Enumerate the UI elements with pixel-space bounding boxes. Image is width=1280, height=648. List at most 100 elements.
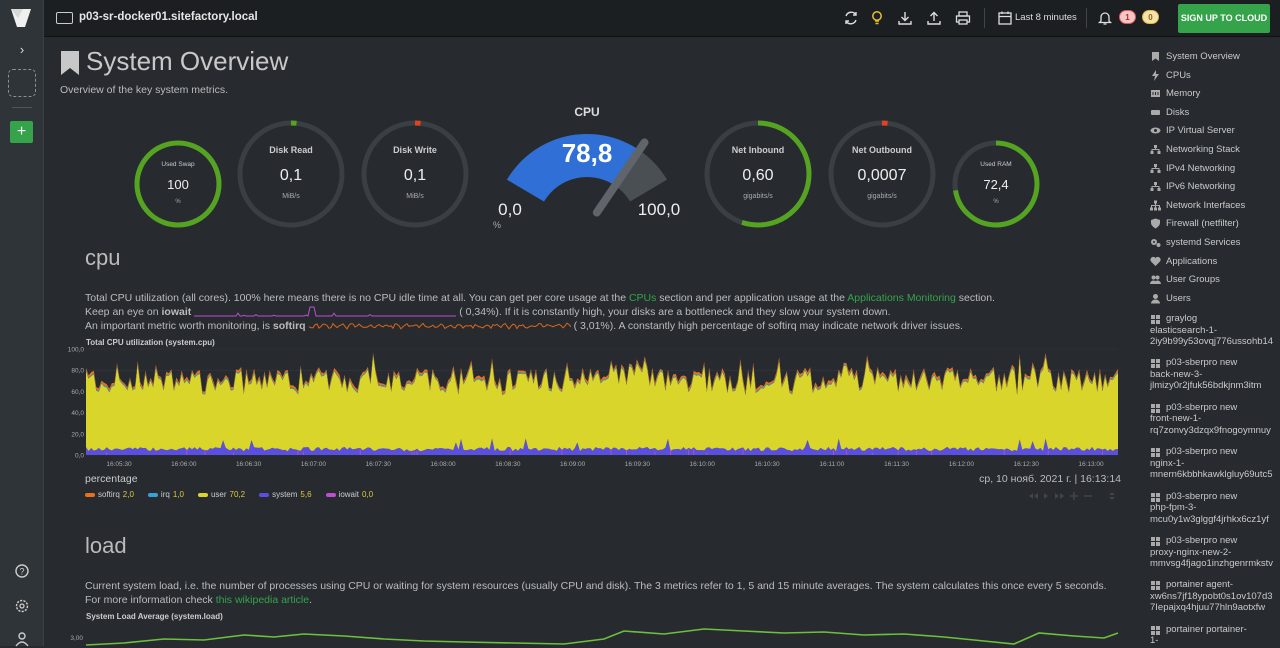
iowait-sparkline[interactable] — [194, 306, 457, 318]
hostname[interactable]: p03-sr-docker01.sitefactory.local — [79, 11, 258, 23]
nav-item-label: Memory — [1166, 88, 1201, 100]
nav-item-system-overview[interactable]: System Overview — [1150, 51, 1280, 63]
cpu-utilization-chart[interactable]: 100,0 80,0 60,0 40,0 20,0 0,0 16:05:30 16:06:00… — [44, 343, 1142, 471]
nav-item-disks[interactable]: Disks — [1150, 107, 1280, 119]
settings-gear-icon[interactable] — [13, 597, 31, 615]
nav-item-ip-virtual-server[interactable]: IP Virtual Server — [1150, 125, 1280, 137]
gauge-label: CPU — [574, 107, 599, 119]
grid-icon — [1151, 581, 1160, 591]
nav-item-firewall-netfilter[interactable]: Firewall (netfilter) — [1150, 218, 1280, 230]
nav-item-user-groups[interactable]: User Groups — [1150, 274, 1280, 286]
nav-item-ipv4-networking[interactable]: IPv4 Networking — [1150, 163, 1280, 175]
warning-alerts-badge[interactable]: 0 — [1142, 10, 1159, 24]
nav-item-container[interactable]: portainer agent-xw6ns7jf18ypobt0s1ov107d… — [1150, 579, 1273, 614]
nav-item-label: elasticsearch-1- — [1150, 324, 1218, 336]
critical-alerts-badge[interactable]: 1 — [1119, 10, 1136, 24]
disk-read-gauge[interactable]: Disk Read 0,1 MiB/s — [237, 120, 345, 228]
add-space-button[interactable]: + — [10, 121, 33, 143]
text: Keep an eye on — [85, 306, 162, 318]
nav-item-container[interactable]: graylog elasticsearch-1- 2iy9b99y53ovqj776… — [1150, 313, 1273, 348]
play-icon[interactable] — [1044, 493, 1048, 499]
legend-label: iowait — [338, 490, 359, 499]
legend-swatch — [325, 492, 336, 497]
chart-toolbox[interactable] — [1029, 490, 1119, 502]
nav-item-systemd-services[interactable]: systemd Services — [1150, 237, 1280, 249]
used-swap-gauge[interactable]: Used Swap 100 % — [134, 140, 222, 228]
legend-value: 5,6 — [300, 490, 312, 499]
bookmark-icon — [61, 51, 79, 75]
help-icon[interactable]: ? — [13, 562, 31, 580]
legend-item-user[interactable]: user 70,2 — [197, 490, 245, 499]
series-system-area — [86, 438, 1118, 455]
nav-item-label: User Groups — [1166, 274, 1220, 286]
network-icon — [1150, 145, 1161, 154]
net-outbound-gauge[interactable]: Net Outbound 0,0007 gigabits/s — [828, 120, 936, 228]
gauge-min: 0,0 — [498, 200, 522, 219]
nav-item-ipv6-networking[interactable]: IPv6 Networking — [1150, 181, 1280, 193]
applications-monitoring-link[interactable]: Applications Monitoring — [847, 292, 956, 304]
legend-item-system[interactable]: system 5,6 — [259, 490, 312, 499]
calendar-icon[interactable] — [996, 9, 1014, 27]
divider — [12, 107, 32, 108]
nav-item-container[interactable]: portainer portainer- 1- — [1150, 624, 1247, 646]
bell-icon[interactable] — [1096, 9, 1114, 27]
gauge-value: 0,1 — [404, 167, 426, 184]
refresh-icon[interactable] — [842, 9, 860, 27]
nav-item-cpus[interactable]: CPUs — [1150, 69, 1280, 82]
expand-chevron-icon[interactable]: › — [19, 42, 25, 57]
right-navigation: System Overview CPUs Memory Disks IP Virtual… — [1142, 37, 1280, 646]
print-icon[interactable] — [954, 9, 972, 27]
user-icon[interactable] — [13, 630, 31, 648]
cpus-link[interactable]: CPUs — [628, 292, 657, 304]
y-tick-label: 60,0 — [71, 389, 84, 396]
nav-item-network-interfaces[interactable]: Network Interfaces — [1150, 200, 1280, 212]
nav-item-container[interactable]: p03-sberpro new nginx-1- mnern6kbbhkawklgl… — [1150, 446, 1273, 481]
used-ram-gauge[interactable]: Used RAM 72,4 % — [952, 140, 1040, 228]
pan-right-icon[interactable] — [1055, 493, 1064, 499]
nav-item-label: jlmizy0r2jfuk56bdkjnm3itm — [1150, 380, 1262, 392]
time-range-picker[interactable]: Last 8 minutes — [1015, 12, 1077, 23]
nav-item-label: IP Virtual Server — [1166, 125, 1235, 137]
nav-item-users[interactable]: Users — [1150, 293, 1280, 305]
lightbulb-icon[interactable] — [868, 9, 886, 27]
nav-item-label: nginx-1- — [1150, 457, 1185, 469]
x-tick-label: 16:08:30 — [495, 461, 521, 468]
wikipedia-link[interactable]: this wikipedia article — [215, 594, 310, 606]
x-tick-label: 16:05:30 — [106, 461, 132, 468]
load-average-chart[interactable]: 3,00 — [44, 625, 1142, 646]
cpu-gauge[interactable]: CPU 78,8 0,0 100,0 % — [493, 107, 680, 230]
y-tick-label: 3,00 — [70, 635, 83, 642]
nav-item-container[interactable]: p03-sberpro new php-fpm-3- mcu0y1w3glggf4j… — [1150, 491, 1269, 526]
gauge-value: 0,60 — [742, 167, 773, 184]
left-sidebar: › + ? — [0, 0, 44, 648]
nav-item-label: 2iy9b99y53ovqj776ussohb14 — [1150, 336, 1274, 347]
resize-icon[interactable] — [1109, 492, 1115, 500]
nav-item-container[interactable]: p03-sberpro new front-new-1- rq7zonvy3dzqx… — [1150, 402, 1271, 437]
sign-up-button[interactable]: SIGN UP TO CLOUD — [1178, 4, 1270, 33]
softirq-sparkline[interactable] — [308, 320, 571, 332]
nav-item-container[interactable]: p03-sberpro new proxy-nginx-new-2- mmvsg4f… — [1150, 535, 1273, 570]
legend-item-irq[interactable]: irq 1,0 — [147, 490, 184, 499]
y-tick-label: 80,0 — [71, 368, 84, 375]
gauge-unit: MiB/s — [282, 193, 300, 200]
nav-item-label: 1- — [1150, 635, 1159, 646]
download-icon[interactable] — [896, 9, 914, 27]
pan-left-icon[interactable] — [1029, 493, 1038, 499]
nav-item-container[interactable]: p03-sberpro new back-new-3- jlmizy0r2jfuk5… — [1150, 357, 1261, 392]
disk-write-gauge[interactable]: Disk Write 0,1 MiB/s — [361, 120, 469, 228]
nav-item-memory[interactable]: Memory — [1150, 88, 1280, 100]
nav-item-label: p03-sberpro new — [1166, 535, 1238, 546]
gauge-value: 78,8 — [562, 138, 613, 168]
space-placeholder[interactable] — [8, 69, 36, 97]
upload-icon[interactable] — [925, 9, 943, 27]
legend-item-softirq[interactable]: softirq 2,0 — [85, 490, 134, 499]
net-inbound-gauge[interactable]: Net Inbound 0,60 gigabits/s — [704, 120, 812, 228]
gauge-unit: gigabits/s — [743, 193, 773, 200]
nav-item-label: mmvsg4fjago1inzhgenrmkstv — [1150, 558, 1274, 569]
zoom-in-icon[interactable] — [1070, 492, 1078, 500]
nav-item-networking-stack[interactable]: Networking Stack — [1150, 144, 1280, 156]
nav-item-applications[interactable]: Applications — [1150, 256, 1280, 268]
netdata-logo-icon[interactable] — [9, 8, 35, 28]
chart-units: percentage — [85, 473, 138, 485]
legend-item-iowait[interactable]: iowait 0,0 — [325, 490, 373, 499]
